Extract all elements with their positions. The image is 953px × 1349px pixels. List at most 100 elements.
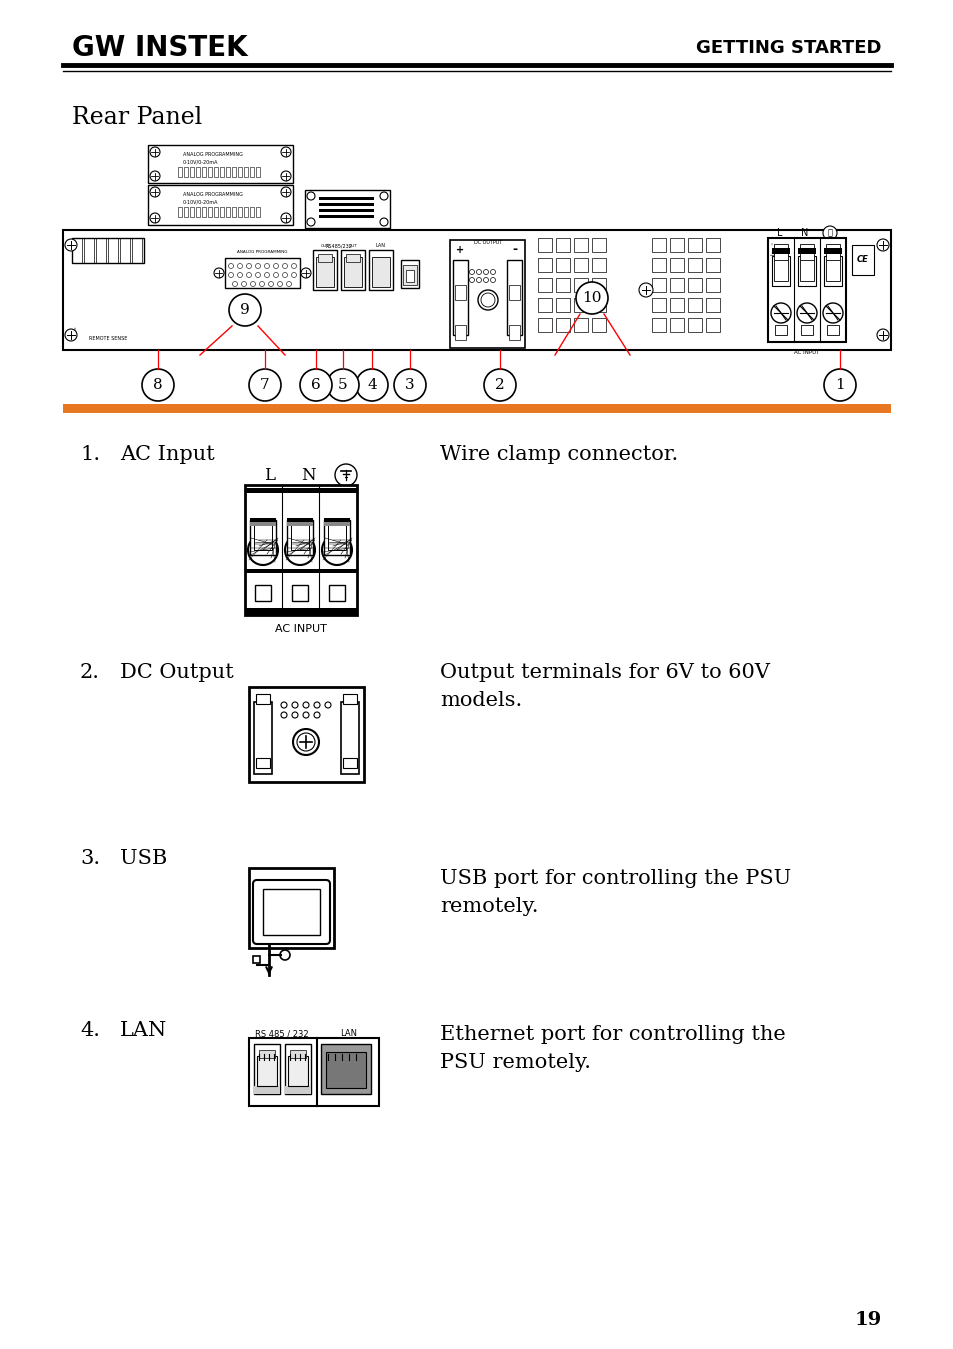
Bar (340, 250, 365, 290)
Bar (592, 237, 605, 252)
Circle shape (241, 282, 246, 286)
Bar (287, 519, 313, 554)
Bar (253, 1086, 280, 1094)
Text: +: + (456, 246, 463, 255)
Text: 9: 9 (240, 304, 250, 317)
Circle shape (476, 278, 481, 282)
Bar (318, 209, 374, 212)
Bar (253, 956, 260, 963)
Text: ANALOG PROGRAMMING: ANALOG PROGRAMMING (236, 250, 287, 254)
Circle shape (490, 278, 495, 282)
Text: AC Input: AC Input (120, 445, 214, 464)
Bar (132, 237, 142, 263)
Bar (258, 1050, 274, 1058)
Bar (245, 569, 356, 573)
Bar (255, 693, 270, 704)
Bar (369, 250, 393, 290)
Circle shape (314, 701, 319, 708)
Circle shape (65, 329, 77, 341)
Circle shape (355, 370, 388, 401)
Bar (800, 244, 813, 260)
Circle shape (483, 270, 488, 274)
Bar (823, 256, 841, 286)
Bar (556, 258, 569, 272)
Bar (574, 237, 587, 252)
Bar (537, 298, 552, 312)
Text: 4: 4 (367, 378, 376, 393)
Bar (669, 278, 683, 291)
Circle shape (476, 270, 481, 274)
Bar (773, 244, 787, 260)
Bar (669, 298, 683, 312)
Circle shape (255, 272, 260, 278)
Text: 6: 6 (311, 378, 320, 393)
Bar (651, 298, 665, 312)
Circle shape (281, 188, 291, 197)
Text: models.: models. (439, 691, 521, 710)
Circle shape (322, 536, 352, 565)
Bar (669, 258, 683, 272)
Text: DC Output: DC Output (120, 662, 233, 681)
Bar (245, 608, 356, 615)
Circle shape (394, 370, 426, 401)
Text: OUT: OUT (320, 244, 329, 248)
Circle shape (255, 263, 260, 268)
Bar (574, 258, 587, 272)
Text: Wire clamp connector.: Wire clamp connector. (439, 445, 678, 464)
Bar (343, 693, 356, 704)
Bar (651, 318, 665, 332)
Text: L: L (777, 228, 781, 237)
Circle shape (379, 192, 388, 200)
Circle shape (229, 272, 233, 278)
Bar (320, 1044, 371, 1094)
Bar (651, 258, 665, 272)
Circle shape (483, 278, 488, 282)
Bar (651, 237, 665, 252)
Bar (801, 325, 812, 335)
Bar (324, 522, 350, 526)
Bar (84, 237, 94, 263)
Bar (184, 206, 188, 217)
Bar (592, 258, 605, 272)
Circle shape (296, 733, 314, 751)
Bar (705, 278, 720, 291)
Circle shape (469, 278, 474, 282)
Bar (556, 318, 569, 332)
Bar (287, 518, 313, 522)
Bar (651, 278, 665, 291)
Circle shape (281, 213, 291, 223)
Text: -: - (512, 244, 517, 256)
Bar (771, 248, 789, 254)
Circle shape (292, 712, 297, 718)
Text: DC OUTPUT: DC OUTPUT (474, 240, 501, 246)
Bar (208, 167, 212, 177)
Bar (537, 258, 552, 272)
Bar (825, 244, 840, 260)
Bar (148, 185, 293, 225)
Circle shape (264, 263, 269, 268)
Bar (800, 259, 813, 281)
Bar (687, 278, 701, 291)
Bar (220, 206, 224, 217)
Bar (509, 325, 519, 340)
Text: USB port for controlling the PSU: USB port for controlling the PSU (439, 869, 790, 888)
Bar (190, 206, 193, 217)
Bar (249, 867, 334, 948)
Bar (556, 278, 569, 291)
Text: PSU remotely.: PSU remotely. (439, 1054, 590, 1072)
Bar (178, 167, 182, 177)
Circle shape (237, 263, 242, 268)
Text: 1: 1 (834, 378, 844, 393)
Circle shape (483, 370, 516, 401)
Bar (318, 214, 374, 219)
Bar (774, 325, 786, 335)
Circle shape (229, 263, 233, 268)
Circle shape (314, 712, 319, 718)
Bar (253, 1044, 280, 1094)
Text: 2.: 2. (80, 662, 100, 681)
Circle shape (286, 282, 292, 286)
Text: 7: 7 (260, 378, 270, 393)
Bar (108, 237, 118, 263)
Text: 3.: 3. (80, 849, 100, 867)
Text: 19: 19 (854, 1311, 882, 1329)
